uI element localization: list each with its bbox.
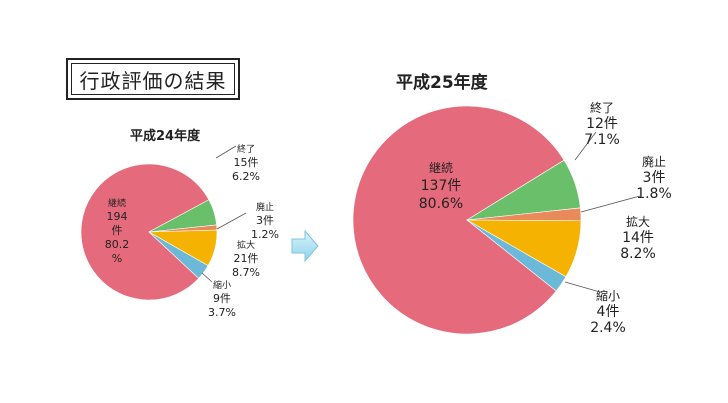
slice-label-count-0-4: 9件 — [213, 292, 231, 305]
slice-label-percent-1-3: 8.2% — [620, 246, 656, 262]
slice-label-count-1-4: 4件 — [597, 304, 620, 320]
leader-line-1-4 — [564, 281, 601, 293]
slice-label-name-0-2: 廃止 — [256, 201, 274, 213]
slice-label-name-1-3: 拡大 — [626, 215, 650, 229]
chart-title-h24: 平成24年度 — [130, 129, 201, 144]
pie-slice-1-0 — [352, 105, 565, 335]
slice-label-percent-1-2: 1.8% — [636, 186, 672, 202]
slice-label-name-0-3: 拡大 — [237, 239, 255, 251]
slice-label-count-1-1: 12件 — [586, 116, 618, 132]
slice-label-count-0-0: 件 — [112, 224, 123, 237]
slice-label-percent-0-0: % — [112, 252, 122, 265]
pie-slice-0-4 — [148, 231, 209, 279]
slice-label-name-1-4: 縮小 — [596, 288, 620, 303]
slice-label-count-0-1: 15件 — [234, 156, 259, 169]
title-box: 行政評価の結果 — [66, 58, 240, 100]
leader-line-0-1 — [215, 145, 237, 159]
slice-label-name-1-1: 終了 — [590, 100, 614, 115]
leader-line-0-2 — [216, 212, 247, 230]
slice-label-count-1-2: 3件 — [643, 170, 666, 186]
slice-label-name-0-0: 継続 — [108, 197, 126, 209]
leader-line-0-4 — [201, 272, 213, 283]
slice-label-percent-1-0: 80.6% — [419, 196, 463, 212]
slice-label-percent-0-2: 1.2% — [251, 228, 279, 241]
slice-label-percent-0-1: 6.2% — [232, 170, 260, 183]
slice-label-count-0-0: 194 — [107, 210, 128, 223]
slice-label-percent-0-0: 80.2 — [105, 238, 130, 251]
slice-label-name-0-4: 縮小 — [213, 279, 231, 291]
slice-label-name-0-1: 終了 — [237, 143, 255, 155]
slice-label-count-0-2: 3件 — [256, 214, 274, 227]
slice-label-percent-1-1: 7.1% — [584, 132, 620, 148]
slice-label-count-1-0: 137件 — [421, 178, 462, 194]
pie-slice-0-0 — [80, 163, 210, 301]
slice-label-name-1-2: 廃止 — [642, 154, 666, 169]
leader-line-1-1 — [574, 131, 597, 161]
slice-label-count-0-3: 21件 — [234, 252, 259, 265]
page-title: 行政評価の結果 — [71, 63, 235, 95]
slice-label-percent-0-4: 3.7% — [208, 306, 236, 319]
right-arrow-icon — [291, 229, 319, 263]
slice-label-name-1-0: 継続 — [429, 160, 453, 175]
slice-label-percent-0-3: 8.7% — [232, 266, 260, 279]
slice-label-count-1-3: 14件 — [622, 230, 654, 246]
pie-slice-1-4 — [466, 219, 567, 292]
chart-title-h25: 平成25年度 — [396, 73, 488, 93]
slice-label-percent-1-4: 2.4% — [590, 320, 626, 336]
leader-line-1-2 — [580, 195, 641, 213]
